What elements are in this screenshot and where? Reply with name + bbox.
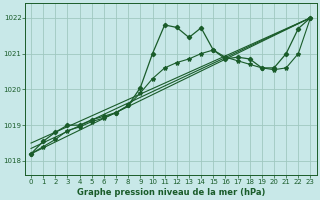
X-axis label: Graphe pression niveau de la mer (hPa): Graphe pression niveau de la mer (hPa): [76, 188, 265, 197]
